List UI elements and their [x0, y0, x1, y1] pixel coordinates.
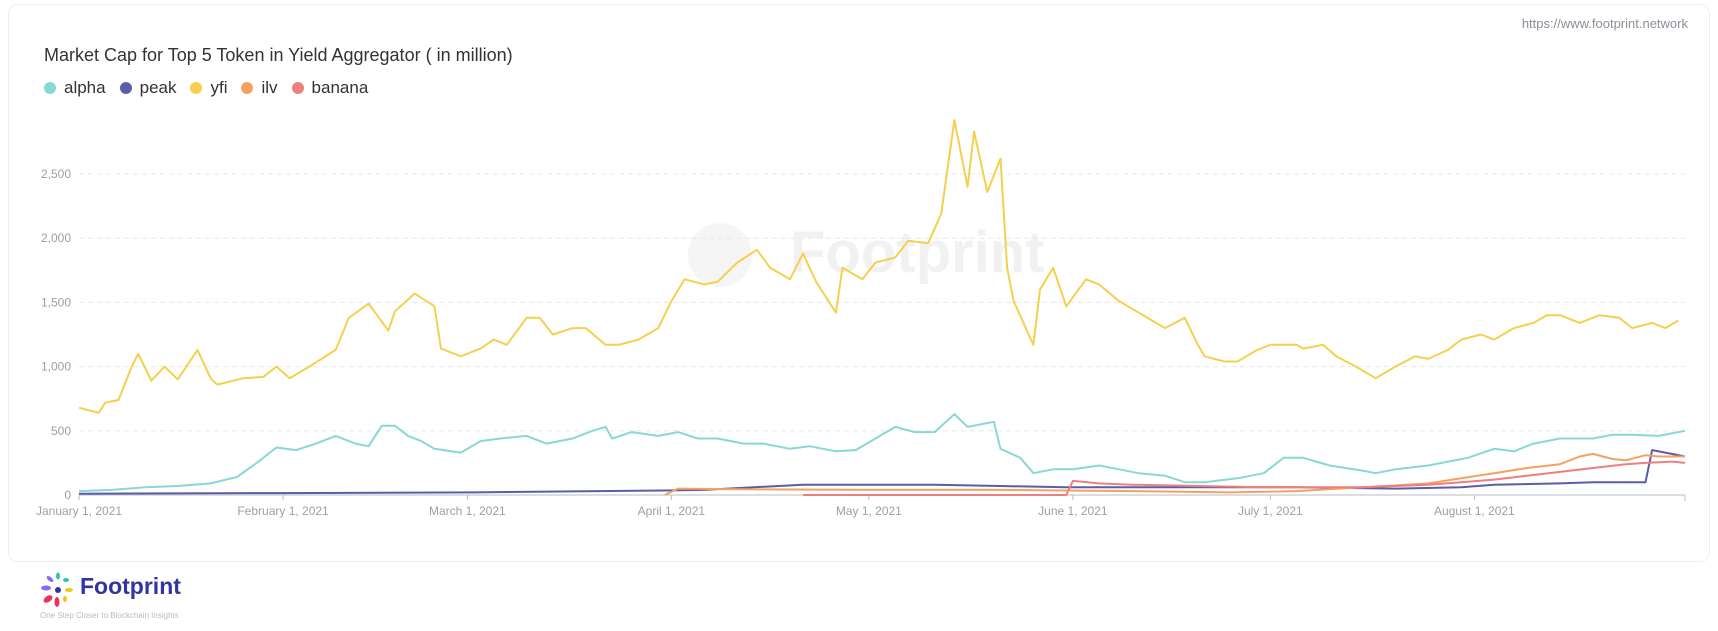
y-tick-label: 2,000 [41, 231, 71, 245]
brand-name: Footprint [80, 573, 181, 599]
line-chart: Footprint 0 500 1,000 1,500 2,000 2,500 January… [36, 119, 1686, 518]
x-tick-label: August 1, 2021 [1434, 504, 1515, 518]
legend-item-banana[interactable]: banana [291, 78, 369, 98]
y-tick-label: 2,500 [41, 167, 71, 181]
legend-dot-icon [291, 82, 304, 94]
y-tick-label: 0 [64, 488, 71, 502]
legend-label: peak [139, 78, 177, 97]
x-tick-label: January 1, 2021 [36, 504, 122, 518]
series-line-banana [803, 460, 1686, 496]
x-tick-label: July 1, 2021 [1238, 504, 1303, 518]
legend-dot-icon [190, 82, 203, 94]
watermark-logo-icon [688, 223, 752, 287]
brand-tagline: One Step Closer to Blockchain Insights [40, 611, 179, 620]
source-url[interactable]: https://www.footprint.network [1521, 16, 1688, 31]
series-line-alpha [78, 413, 1686, 493]
chart-card [8, 4, 1710, 562]
legend-label: banana [311, 78, 369, 97]
series-line-yfi [78, 119, 1679, 414]
legend: alpha peak yfi ilv banana [44, 78, 368, 98]
legend-dot-icon [44, 82, 56, 94]
legend-item-alpha[interactable]: alpha [44, 78, 106, 98]
legend-dot-icon [119, 82, 132, 94]
x-tick-label: May 1, 2021 [836, 504, 902, 518]
chart-title: Market Cap for Top 5 Token in Yield Aggr… [44, 45, 513, 65]
x-tick-label: March 1, 2021 [429, 504, 506, 518]
x-tick-label: June 1, 2021 [1038, 504, 1108, 518]
y-tick-label: 500 [51, 424, 71, 438]
y-tick-label: 1,000 [41, 360, 71, 374]
legend-item-peak[interactable]: peak [119, 78, 177, 98]
watermark-text: Footprint [790, 220, 1044, 285]
series-line-peak [78, 449, 1686, 495]
legend-item-yfi[interactable]: yfi [190, 78, 227, 98]
legend-label: ilv [261, 78, 278, 97]
x-tick-label: February 1, 2021 [237, 504, 329, 518]
legend-label: alpha [64, 78, 106, 97]
x-tick-label: April 1, 2021 [638, 504, 706, 518]
y-tick-label: 1,500 [41, 295, 71, 309]
legend-dot-icon [241, 82, 254, 94]
legend-item-ilv[interactable]: ilv [241, 78, 278, 98]
footprint-logo-icon [40, 572, 76, 613]
legend-label: yfi [210, 78, 228, 97]
series-line-ilv [664, 452, 1685, 496]
